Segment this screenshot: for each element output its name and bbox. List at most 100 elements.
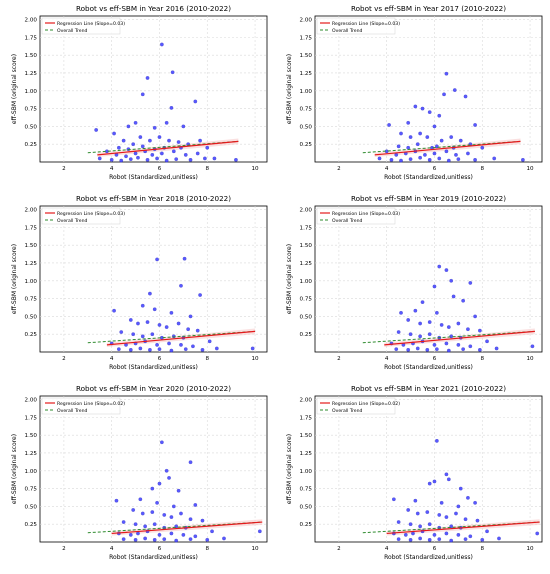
scatter-point	[399, 158, 403, 163]
legend-label-regression: Regression Line (Slope=0.03)	[57, 21, 125, 27]
scatter-point	[121, 520, 126, 524]
scatter-point	[193, 534, 198, 539]
plot-area	[314, 395, 543, 543]
scatter-point	[485, 529, 489, 534]
scatter-point	[449, 334, 454, 339]
y-tick-label: 1.25	[25, 261, 38, 267]
scatter-point	[435, 310, 439, 315]
scatter-point	[415, 142, 420, 147]
scatter-point	[145, 320, 150, 324]
plot-area	[39, 15, 268, 163]
scatter-point	[195, 151, 200, 156]
scatter-point	[463, 94, 468, 99]
scatter-point	[136, 155, 140, 160]
scatter-point	[437, 264, 442, 269]
regression-line	[386, 521, 540, 535]
y-axis-label: eff-SBM (original score)	[11, 244, 18, 314]
scatter-point	[423, 153, 427, 157]
scatter-point	[408, 538, 413, 542]
scatter-point	[152, 125, 157, 130]
scatter-point	[138, 497, 143, 502]
scatter-point	[466, 151, 470, 156]
scatter-point	[140, 92, 145, 97]
scatter-point	[171, 149, 176, 154]
scatter-point	[128, 348, 133, 352]
y-tick-label: 1.25	[300, 71, 313, 77]
scatter-point	[121, 138, 126, 143]
scatter-point	[444, 71, 449, 76]
scatter-point	[466, 495, 470, 500]
chart-panel-1: Robot vs eff-SBM in Year 2016 (2010-2022…	[0, 0, 275, 190]
scatter-point	[131, 508, 136, 512]
x-tick-label: 2	[337, 356, 341, 362]
scatter-point	[439, 500, 444, 505]
y-tick-label: 0.25	[300, 522, 313, 528]
scatter-point	[176, 321, 181, 326]
x-tick-label: 4	[385, 166, 389, 172]
chart-panel-4: Robot vs eff-SBM in Year 2019 (2010-2022…	[275, 190, 550, 380]
x-tick-label: 10	[526, 356, 534, 362]
scatter-point	[212, 156, 217, 161]
scatter-point	[399, 310, 403, 315]
scatter-point	[257, 529, 262, 534]
x-tick-label: 4	[385, 356, 389, 362]
x-tick-label: 4	[385, 546, 389, 552]
scatter-point	[435, 347, 439, 352]
scatter-point	[432, 533, 437, 537]
scatter-point	[456, 343, 461, 347]
scatter-point	[188, 314, 193, 319]
scatter-point	[413, 498, 418, 503]
scatter-point	[214, 346, 219, 351]
scatter-point	[530, 344, 535, 349]
scatter-point	[186, 327, 190, 332]
legend: Regression Line (Slope=0.02)Overall Tren…	[316, 397, 400, 415]
y-tick-label: 1.75	[300, 225, 313, 231]
scatter-point	[207, 339, 212, 344]
scatter-point	[420, 106, 425, 111]
scatter-point	[155, 500, 159, 505]
legend-label-regression: Regression Line (Slope=0.02)	[332, 401, 400, 407]
y-tick-label: 0.25	[25, 332, 38, 338]
legend-label-overall-trend: Overall Trend	[332, 408, 363, 414]
scatter-point	[234, 158, 238, 162]
scatter-point	[112, 131, 116, 136]
scatter-point	[394, 153, 399, 157]
scatter-point	[182, 256, 187, 261]
x-tick-label: 8	[205, 166, 209, 172]
legend: Regression Line (Slope=0.03)Overall Tren…	[41, 17, 125, 35]
regression-line	[106, 330, 256, 346]
scatter-point	[164, 158, 169, 163]
x-axis-label: Robot (Standardized,unitless)	[384, 554, 473, 561]
scatter-point	[473, 158, 477, 162]
plot-area	[39, 395, 268, 543]
y-tick-label: 0.50	[300, 314, 313, 320]
x-tick-label: 6	[433, 356, 437, 362]
scatter-point	[181, 533, 186, 537]
scatter-point	[152, 538, 157, 542]
y-tick-label: 1.00	[25, 469, 38, 475]
scatter-point	[119, 158, 124, 163]
scatter-point	[432, 343, 437, 347]
chart-title: Robot vs eff-SBM in Year 2021 (2010-2022…	[351, 384, 506, 393]
scatter-point	[150, 153, 155, 157]
scatter-point	[396, 537, 401, 542]
scatter-point	[128, 157, 133, 162]
scatter-point	[164, 325, 169, 329]
x-tick-label: 4	[110, 166, 114, 172]
scatter-point	[432, 284, 437, 289]
legend-label-overall-trend: Overall Trend	[57, 408, 88, 414]
scatter-point	[392, 497, 396, 502]
scatter-point	[480, 145, 485, 150]
scatter-point	[446, 325, 451, 329]
y-tick-label: 1.00	[25, 279, 38, 285]
scatter-point	[411, 531, 415, 536]
x-axis-label: Robot (Standardized,unitless)	[109, 554, 198, 561]
scatter-point	[394, 347, 399, 352]
scatter-point	[427, 110, 432, 114]
scatter-point	[418, 334, 422, 339]
legend: Regression Line (Slope=0.03)Overall Tren…	[316, 207, 400, 225]
scatter-point	[150, 486, 155, 491]
scatter-point	[193, 503, 198, 507]
scatter-point	[451, 294, 456, 299]
scatter-point	[119, 330, 124, 334]
